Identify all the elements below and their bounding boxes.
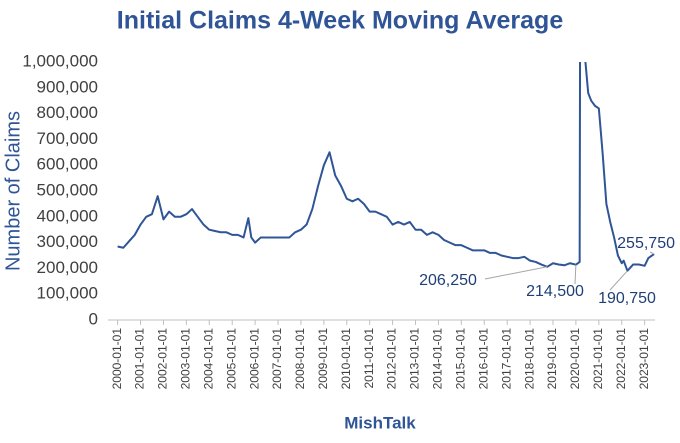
leader-line [609,270,628,291]
y-tick-label: 1,000,000 [22,51,98,70]
x-tick-label: 2002-01-01 [156,328,170,390]
x-tick-label: 2004-01-01 [201,328,215,390]
y-axis-label: Number of Claims [2,111,24,271]
x-tick-label: 2019-01-01 [545,328,559,390]
x-tick-label: 2005-01-01 [224,328,238,390]
x-tick-label: 2009-01-01 [316,328,330,390]
x-axis-label: MishTalk [344,413,416,432]
x-tick-label: 2015-01-01 [454,328,468,390]
y-tick-label: 200,000 [37,258,98,277]
data-line [117,62,655,272]
x-tick-label: 2011-01-01 [362,328,376,389]
x-tick-label: 2016-01-01 [476,328,490,390]
x-tick-label: 2022-01-01 [614,328,628,390]
leader-line [649,251,655,255]
y-tick-label: 900,000 [37,77,98,96]
x-tick-label: 2007-01-01 [270,328,284,390]
y-tick-label: 500,000 [37,180,98,199]
x-tick-label: 2020-01-01 [568,328,582,390]
x-tick-label: 2014-01-01 [431,328,445,390]
y-tick-label: 300,000 [37,232,98,251]
data-label: 206,250 [419,272,477,289]
x-tick-label: 2010-01-01 [339,328,353,390]
y-tick-label: 400,000 [37,206,98,225]
x-tick-label: 2008-01-01 [293,328,307,390]
x-tick-label: 2017-01-01 [499,328,513,390]
data-label: 255,750 [617,235,675,252]
x-tick-label: 2003-01-01 [179,328,193,390]
plot-area [117,62,655,272]
y-tick-label: 100,000 [37,284,98,303]
leader-line [484,266,548,280]
data-label: 214,500 [526,283,584,300]
x-tick-label: 2023-01-01 [637,328,651,390]
x-tick-label: 2012-01-01 [385,328,399,390]
y-tick-label: 700,000 [37,129,98,148]
x-tick-label: 2021-01-01 [591,328,605,390]
y-tick-label: 0 [89,309,98,328]
x-tick-label: 2001-01-01 [133,328,147,390]
chart-title: Initial Claims 4-Week Moving Average [117,7,564,35]
leader-line [574,264,577,285]
x-tick-label: 2000-01-01 [110,328,124,390]
y-tick-label: 600,000 [37,155,98,174]
x-tick-label: 2013-01-01 [408,328,422,390]
x-tick-label: 2018-01-01 [522,328,536,390]
x-tick-label: 2006-01-01 [247,328,261,390]
data-label: 190,750 [598,290,656,307]
y-tick-label: 800,000 [37,103,98,122]
